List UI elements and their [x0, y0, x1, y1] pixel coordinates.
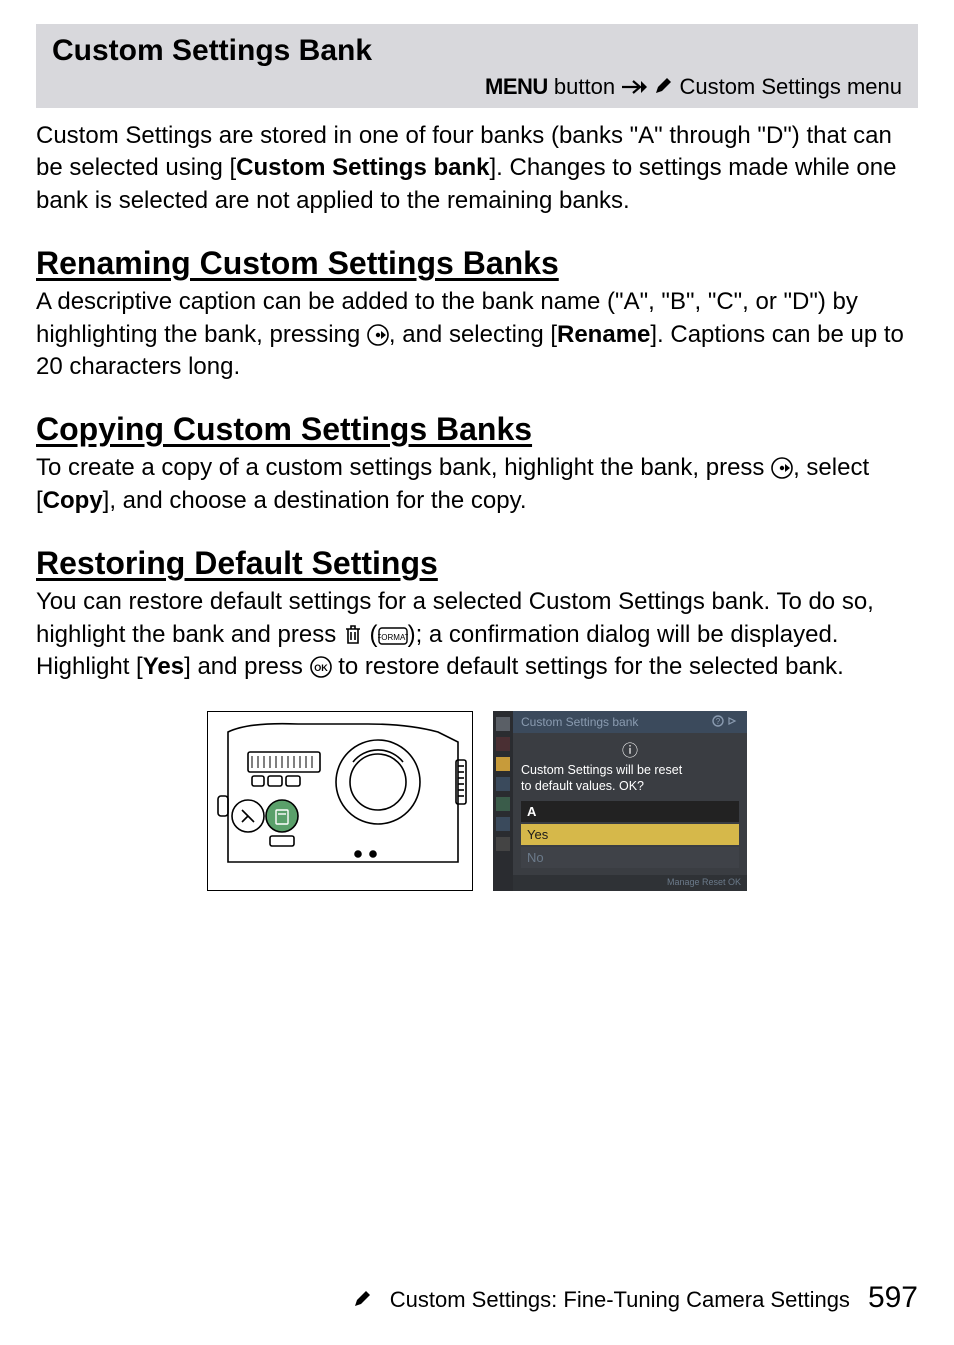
lcd-footer-hints: Manage Reset OK: [513, 875, 747, 891]
page-footer: Custom Settings: Fine-Tuning Camera Sett…: [36, 1281, 918, 1315]
restore-bold: Yes: [143, 653, 184, 680]
lcd-title: Custom Settings bank: [521, 715, 638, 729]
restore-t4: to restore default settings for the sele…: [332, 653, 844, 680]
lcd-no-row: No: [521, 847, 739, 868]
lcd-bank-row: A: [521, 801, 739, 822]
trash-icon: [343, 621, 363, 648]
lcd-header: Custom Settings bank ?: [513, 711, 747, 733]
lcd-header-icons: ?: [711, 714, 739, 731]
intro-bold: Custom Settings bank: [236, 154, 489, 181]
section-heading-restore: Restoring Default Settings: [36, 545, 918, 582]
breadcrumb-text: Custom Settings menu: [679, 74, 902, 99]
multi-selector-right-icon: [771, 454, 793, 481]
pencil-icon: [653, 74, 673, 99]
restore-t3: ] and press: [184, 653, 309, 680]
arrow-right-icon: [621, 74, 647, 99]
illustration-row: Custom Settings bank ? ⓘ Custom Settings…: [36, 711, 918, 891]
lcd-message: Custom Settings will be reset to default…: [521, 763, 739, 794]
rename-paragraph: A descriptive caption can be added to th…: [36, 286, 918, 383]
lcd-warn-icon: ⓘ: [521, 737, 739, 761]
rename-bold: Rename: [557, 321, 650, 348]
menu-path-header: Custom Settings Bank MENU button Custom …: [36, 24, 918, 108]
restore-paragraph: You can restore default settings for a s…: [36, 586, 918, 683]
svg-text:OK: OK: [314, 663, 328, 673]
pencil-icon: [352, 1287, 372, 1313]
menu-button-label: MENU: [485, 74, 548, 99]
camera-illustration: [207, 711, 473, 891]
lcd-msg-line2: to default values. OK?: [521, 779, 644, 793]
menu-path: MENU button Custom Settings menu: [52, 74, 902, 100]
multi-selector-right-icon: [367, 321, 389, 348]
lcd-yes-row: Yes: [521, 824, 739, 845]
lcd-content: ⓘ Custom Settings will be reset to defau…: [521, 737, 739, 867]
page-number: 597: [868, 1281, 918, 1315]
copy-bold: Copy: [43, 487, 103, 514]
copy-paragraph: To create a copy of a custom settings ba…: [36, 452, 918, 517]
format-icon: FORMAT: [378, 621, 408, 648]
footer-section-title: Custom Settings: Fine-Tuning Camera Sett…: [390, 1287, 850, 1313]
ok-button-icon: OK: [310, 653, 332, 680]
copy-t3: ], and choose a destination for the copy…: [103, 487, 527, 514]
svg-text:?: ?: [716, 717, 721, 726]
intro-paragraph: Custom Settings are stored in one of fou…: [36, 120, 918, 217]
lcd-side-tabs: [493, 711, 513, 891]
copy-t1: To create a copy of a custom settings ba…: [36, 454, 771, 481]
svg-text:FORMAT: FORMAT: [378, 633, 408, 642]
section-heading-rename: Renaming Custom Settings Banks: [36, 245, 918, 282]
lcd-msg-line1: Custom Settings will be reset: [521, 763, 682, 777]
rename-t2: , and selecting [: [389, 321, 557, 348]
lcd-confirmation-dialog: Custom Settings bank ? ⓘ Custom Settings…: [493, 711, 747, 891]
section-heading-copy: Copying Custom Settings Banks: [36, 411, 918, 448]
page-title: Custom Settings Bank: [52, 34, 902, 68]
button-word: button: [554, 74, 615, 99]
